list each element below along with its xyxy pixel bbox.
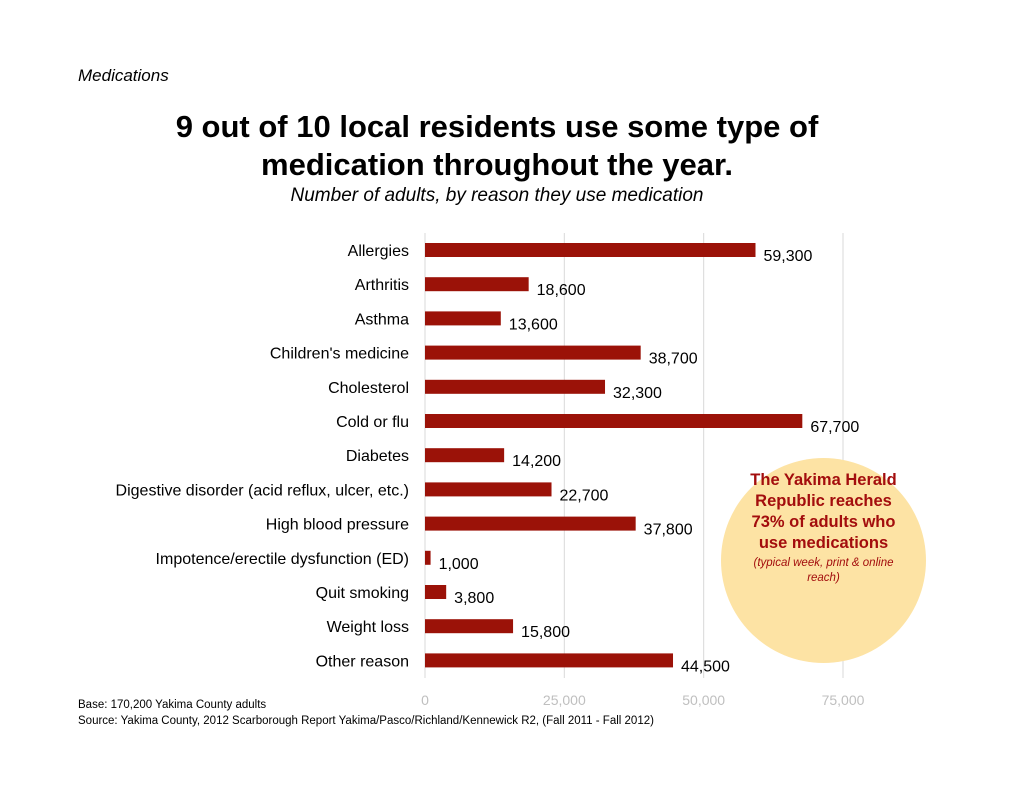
data-label: 44,500 (681, 658, 730, 675)
data-label: 22,700 (560, 487, 609, 504)
chart-subtitle: Number of adults, by reason they use med… (290, 185, 704, 206)
bar (425, 550, 431, 565)
bar (425, 345, 641, 360)
footnote-source: Source: Yakima County, 2012 Scarborough … (78, 715, 654, 727)
bar (425, 414, 803, 428)
data-label: 3,800 (454, 590, 494, 607)
bar (425, 379, 606, 394)
category-label: Asthma (355, 311, 409, 328)
chart-title: 9 out of 10 local residents use some typ… (0, 108, 994, 184)
data-label: 18,600 (537, 282, 586, 299)
data-label: 1,000 (439, 556, 479, 573)
callout-main-text: The Yakima Herald Republic reaches 73% o… (750, 471, 897, 552)
bar (425, 243, 756, 257)
category-label: Allergies (348, 243, 409, 260)
footnote-base: Base: 170,200 Yakima County adults (78, 699, 267, 711)
bar (425, 311, 501, 326)
data-label: 13,600 (509, 316, 558, 333)
category-label: Arthritis (355, 277, 409, 294)
bar (425, 516, 636, 531)
data-label: 32,300 (613, 385, 662, 402)
category-label: Other reason (316, 653, 409, 670)
chart-title-line-1: 9 out of 10 local residents use some typ… (175, 109, 819, 144)
bar (425, 585, 447, 599)
bar (425, 619, 514, 634)
bar (425, 482, 552, 497)
data-label: 38,700 (649, 351, 698, 368)
labels: 0 25,000 50,000 75,000 Allergies 59,300 Arthri… (116, 243, 865, 708)
callout-note-text: (typical week, print & online reach) (753, 557, 894, 584)
bar (425, 277, 529, 292)
bar (425, 653, 674, 668)
data-label: 67,700 (810, 419, 859, 436)
x-tick-label: 0 (421, 692, 429, 708)
category-label: Impotence/erectile dysfunction (ED) (156, 551, 409, 568)
reach-callout-bubble: The Yakima Herald Republic reaches 73% o… (721, 458, 926, 663)
section-label: Medications (78, 66, 169, 85)
bar (425, 448, 505, 463)
chart-title-line-2: medication throughout the year. (261, 147, 733, 182)
data-label: 37,800 (644, 522, 693, 539)
category-label: High blood pressure (266, 517, 409, 534)
category-label: Cholesterol (328, 380, 409, 397)
data-label: 59,300 (763, 248, 812, 265)
data-label: 15,800 (521, 624, 570, 641)
bars (425, 243, 803, 668)
category-label: Quit smoking (316, 585, 409, 602)
category-label: Digestive disorder (acid reflux, ulcer, … (116, 482, 409, 499)
x-tick-label: 75,000 (822, 692, 865, 708)
data-label: 14,200 (512, 453, 561, 470)
x-tick-label: 25,000 (543, 692, 586, 708)
category-label: Children's medicine (270, 346, 409, 363)
category-label: Diabetes (346, 448, 409, 465)
category-label: Cold or flu (336, 414, 409, 431)
x-tick-label: 50,000 (682, 692, 725, 708)
category-label: Weight loss (327, 619, 409, 636)
